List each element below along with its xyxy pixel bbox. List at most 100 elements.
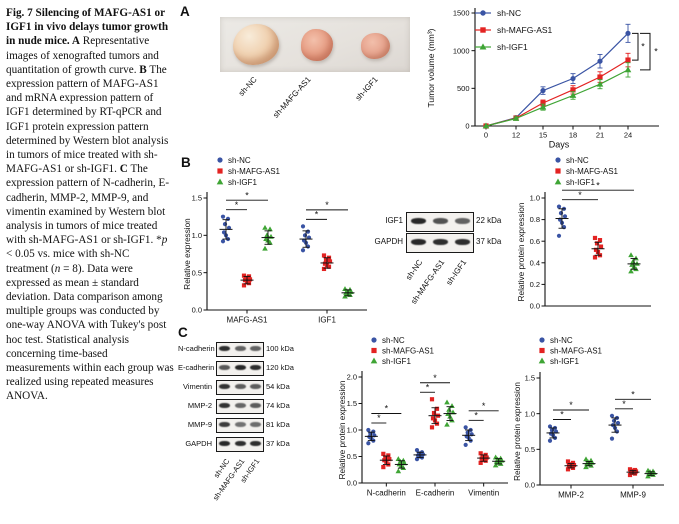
- y-axis-label: Relative protein expression: [517, 202, 526, 301]
- data-point: [609, 436, 615, 441]
- caption-segment: < 0.05 vs. mice with sh-NC treatment (: [6, 248, 130, 275]
- data-point: [571, 462, 577, 468]
- protein-band: [234, 365, 246, 370]
- data-point: [300, 224, 306, 229]
- legend-marker-icon: [370, 357, 378, 364]
- kda-label: 22 kDa: [476, 216, 502, 225]
- y-tick-label: 1000: [453, 46, 470, 55]
- protein-band: [249, 403, 261, 408]
- data-point: [267, 226, 273, 232]
- legend-marker-icon: [539, 337, 545, 343]
- blot-box: [216, 399, 264, 414]
- data-point: [414, 457, 420, 462]
- y-tick-label: 0.8: [530, 215, 540, 224]
- legend-label: sh-NC: [566, 156, 589, 165]
- caption-segment: n: [54, 262, 61, 275]
- data-point: [264, 232, 270, 238]
- data-point: [570, 460, 576, 465]
- protein-band: [249, 346, 261, 351]
- data-point: [558, 211, 564, 216]
- caption-segment: = 8). Data were expressed as mean ± stan…: [6, 262, 174, 403]
- legend-marker-icon: [217, 157, 223, 163]
- data-point: [556, 233, 562, 238]
- blot-box: [216, 380, 264, 395]
- legend-label: sh-MAFG-AS1: [228, 167, 281, 176]
- significance-asterisk: *: [654, 47, 658, 57]
- significance-asterisk: *: [631, 390, 635, 400]
- data-point: [243, 275, 249, 280]
- kda-label: 37 kDa: [476, 237, 502, 246]
- blot-row-label: N-cadherin: [178, 344, 215, 353]
- data-point: [386, 453, 391, 458]
- data-point: [449, 417, 455, 423]
- data-point: [482, 122, 490, 129]
- kda-label: 54 kDa: [266, 382, 290, 391]
- y-tick-label: 1.5: [347, 399, 357, 408]
- legend-label: sh-IGF1: [566, 178, 595, 187]
- data-point: [241, 283, 247, 288]
- significance-bracket: [640, 32, 651, 71]
- data-point: [478, 460, 483, 465]
- y-tick-label: 0.2: [530, 280, 540, 289]
- protein-band: [234, 403, 246, 408]
- legend-label: sh-IGF1: [550, 357, 579, 366]
- data-point: [592, 255, 598, 260]
- data-point: [444, 399, 450, 405]
- data-point: [220, 239, 226, 244]
- data-point: [492, 462, 499, 468]
- lane-label: sh-NC: [403, 258, 425, 282]
- data-point: [263, 236, 269, 241]
- kda-label: 81 kDa: [266, 420, 290, 429]
- significance-asterisk: *: [235, 200, 239, 210]
- category-label: MAFG-AS1: [227, 316, 268, 325]
- data-point: [463, 442, 468, 447]
- y-axis-label: Tumor volume (mm³): [426, 28, 436, 107]
- y-tick-label: 0.5: [525, 445, 535, 454]
- blot-box: [406, 233, 474, 253]
- legend-label: sh-MAFG-AS1: [382, 346, 435, 355]
- legend-marker-icon: [554, 178, 562, 185]
- y-tick-label: 0.0: [525, 481, 535, 490]
- data-point: [548, 431, 554, 436]
- data-point: [484, 455, 489, 460]
- legend-label: sh-NC: [550, 336, 573, 345]
- data-point: [540, 87, 546, 94]
- significance-asterisk: *: [641, 42, 645, 52]
- x-tick-label: 21: [596, 131, 604, 140]
- data-point: [321, 266, 327, 272]
- blot-row-label: IGF1: [385, 216, 403, 225]
- caption-segment: Representative images of xenografted tum…: [6, 35, 159, 76]
- data-point: [615, 420, 621, 426]
- significance-asterisk: *: [622, 399, 626, 409]
- legend-label: sh-NC: [382, 336, 405, 345]
- legend-label: sh-IGF1: [497, 42, 528, 52]
- data-point: [300, 248, 306, 253]
- legend-marker-icon: [217, 168, 223, 174]
- data-point: [222, 222, 228, 227]
- data-point: [480, 454, 485, 459]
- data-point: [347, 286, 353, 292]
- blot-row-label: E-cadherin: [178, 363, 215, 372]
- y-tick-label: 0.0: [192, 306, 202, 315]
- data-point: [628, 252, 634, 258]
- figure-caption: Fig. 7 Silencing of MAFG-AS1 or IGF1 in …: [6, 6, 174, 404]
- protein-band: [454, 218, 470, 224]
- blot-row-label: MMP-2: [187, 401, 212, 410]
- b-expression-chart: 0.0 0.5 1.0 1.5 Relative expression MAFG-AS1 I…: [182, 152, 386, 344]
- caption-segment: Fig. 7 Silencing of MAFG-AS1 or IGF1 in …: [6, 7, 169, 48]
- data-point: [400, 457, 407, 463]
- data-point: [597, 58, 603, 64]
- panel-b-label: B: [181, 155, 191, 170]
- y-tick-label: 2.0: [347, 373, 357, 382]
- protein-band: [432, 239, 448, 245]
- legend-marker-icon: [555, 168, 561, 174]
- tumor-label-sh-nc: sh-NC: [236, 75, 259, 98]
- data-point: [367, 434, 372, 439]
- data-point: [592, 235, 598, 241]
- data-point: [323, 257, 329, 263]
- data-point: [609, 413, 615, 418]
- data-point: [381, 465, 386, 470]
- significance-asterisk: *: [596, 180, 600, 190]
- data-point: [302, 233, 308, 238]
